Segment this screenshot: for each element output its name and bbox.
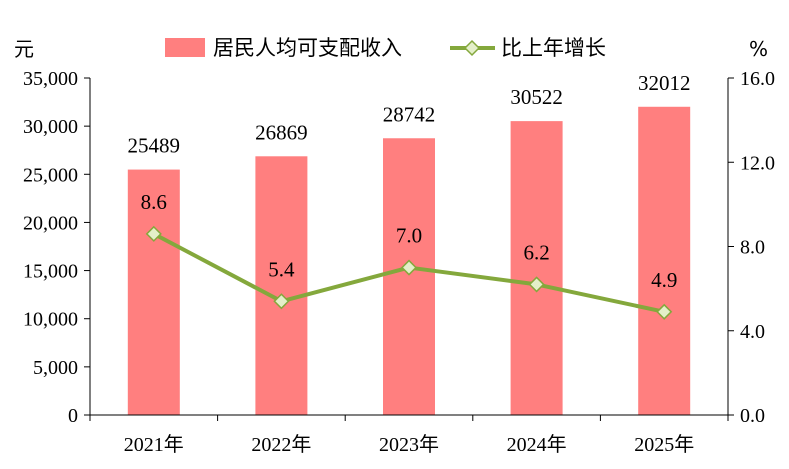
category-label: 2025年 — [634, 433, 694, 456]
left-tick-label: 5,000 — [33, 357, 78, 379]
bar — [127, 169, 180, 415]
left-tick-label: 30,000 — [23, 116, 78, 138]
line-value-label: 4.9 — [651, 268, 677, 292]
bar-series — [127, 106, 691, 415]
growth-marker — [145, 225, 162, 242]
left-tick-label: 10,000 — [23, 309, 78, 331]
right-unit-label: % — [749, 37, 768, 61]
bar-value-label: 32012 — [638, 71, 691, 95]
line-value-label: 6.2 — [523, 240, 549, 264]
legend-line-label: 比上年增长 — [501, 36, 606, 60]
right-tick-label: 0.0 — [740, 405, 765, 427]
data-labels: 25489 26869 28742 30522 32012 8.6 5.4 7.0 6.2 4.9 — [128, 71, 691, 292]
bar-value-label: 25489 — [128, 134, 181, 158]
left-unit-label: 元 — [14, 37, 34, 61]
legend-bar-label: 居民人均可支配收入 — [213, 36, 402, 60]
legend-bar-swatch — [165, 38, 205, 57]
line-value-label: 5.4 — [268, 257, 295, 281]
growth-marker — [656, 303, 673, 320]
line-series — [145, 225, 673, 320]
category-label: 2023年 — [379, 433, 439, 456]
bar — [510, 121, 563, 415]
right-tick-label: 16.0 — [740, 68, 775, 90]
left-tick-label: 35,000 — [23, 68, 78, 90]
bar — [383, 138, 435, 415]
left-tick-label: 20,000 — [23, 212, 78, 234]
bar-value-label: 26869 — [255, 120, 308, 144]
category-label: 2022年 — [251, 433, 311, 456]
legend: 居民人均可支配收入 比上年增长 — [165, 36, 606, 60]
bar — [255, 156, 308, 415]
growth-marker — [528, 276, 545, 293]
line-value-label: 7.0 — [396, 224, 422, 248]
category-label: 2024年 — [507, 433, 567, 456]
right-tick-label: 8.0 — [740, 237, 765, 259]
legend-marker-icon — [463, 39, 481, 57]
bar-value-label: 30522 — [510, 85, 563, 109]
bar-value-label: 28742 — [383, 102, 436, 126]
left-tick-label: 15,000 — [23, 261, 78, 283]
line-value-label: 8.6 — [141, 190, 167, 214]
right-tick-label: 12.0 — [740, 152, 775, 174]
axes: 0 5,000 10,000 15,000 20,000 25,000 30,000 35,0… — [23, 68, 775, 456]
bar — [638, 106, 691, 415]
growth-marker — [400, 259, 418, 276]
right-tick-label: 4.0 — [740, 321, 765, 343]
category-label: 2021年 — [124, 433, 184, 456]
left-tick-label: 25,000 — [23, 164, 78, 186]
left-tick-label: 0 — [68, 405, 78, 427]
growth-marker — [273, 293, 290, 310]
